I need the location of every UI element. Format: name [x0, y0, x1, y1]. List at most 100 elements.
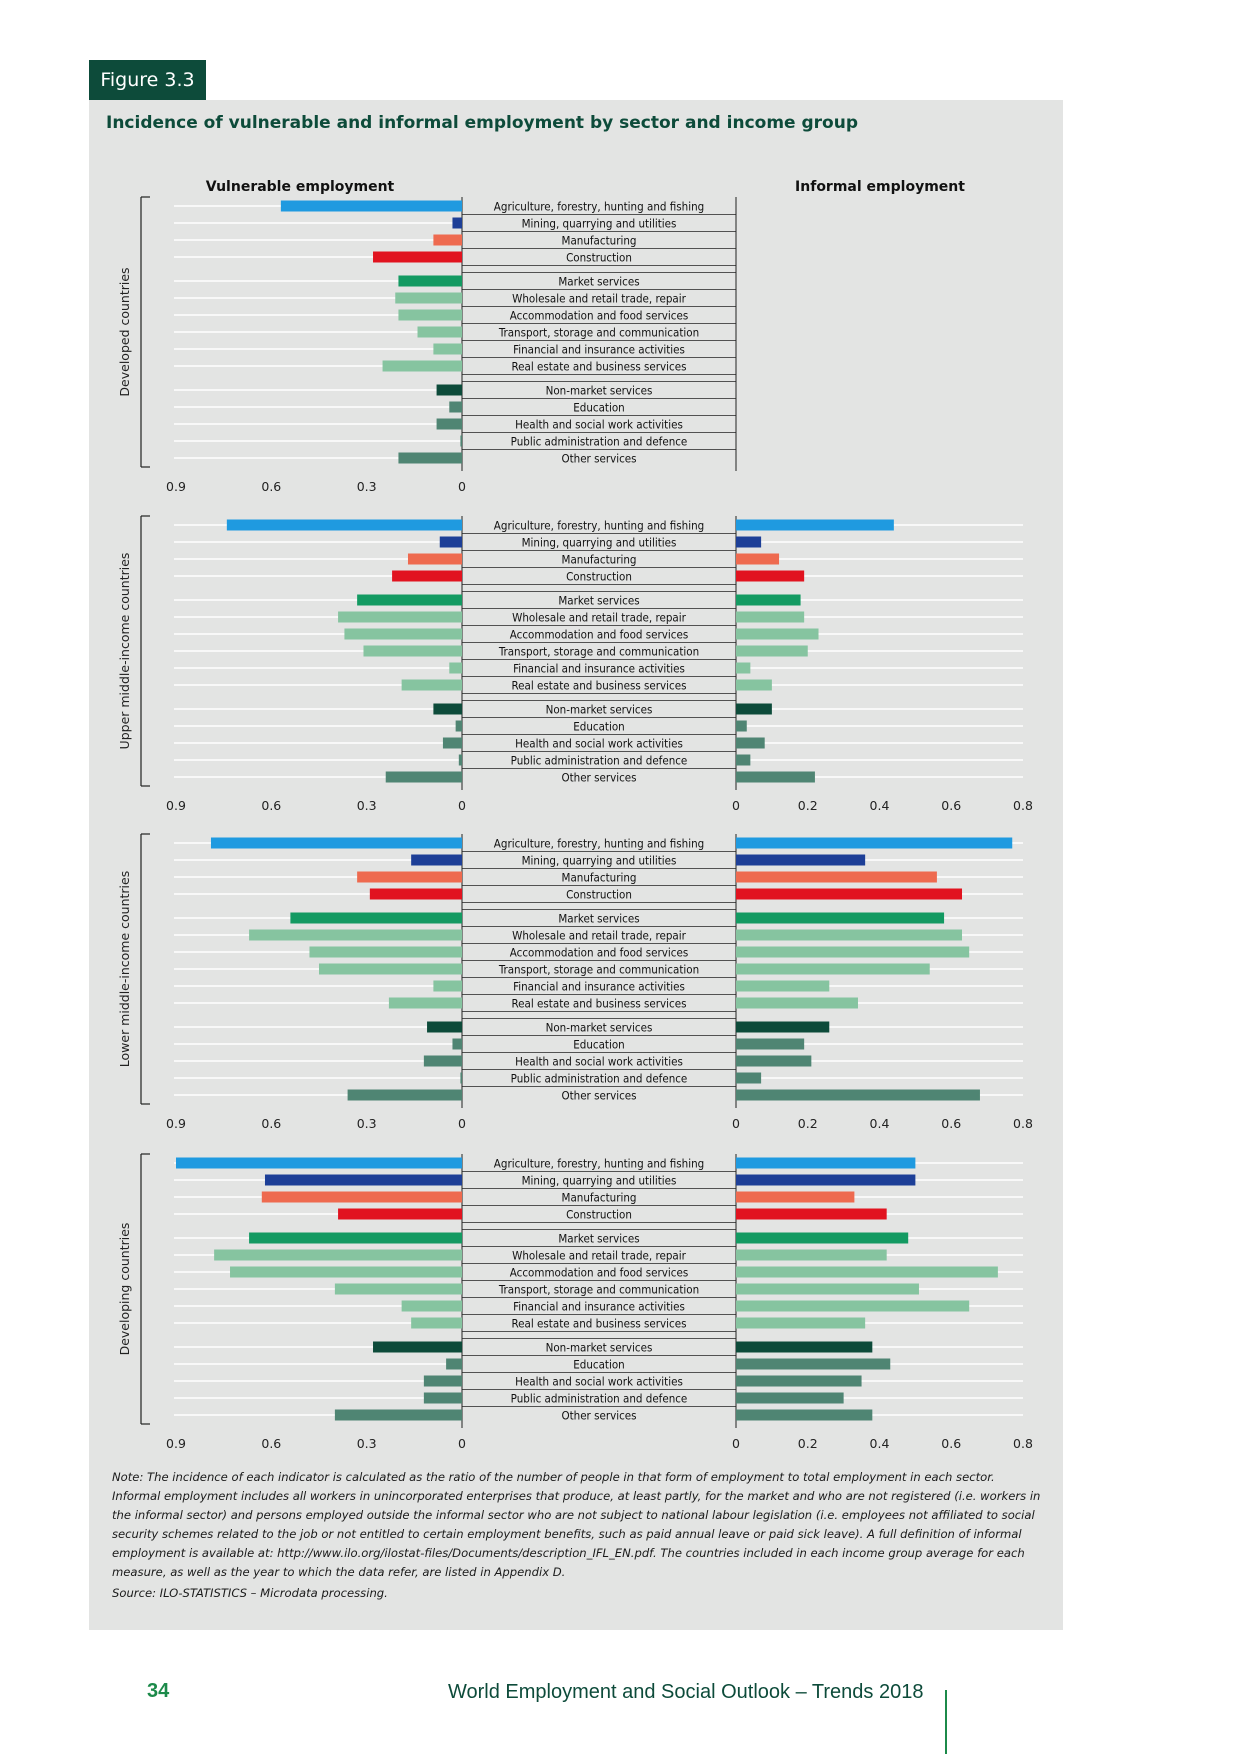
vulnerable-bar — [334, 1409, 462, 1421]
informal-bar — [736, 1300, 970, 1312]
category-label: Education — [573, 720, 625, 734]
vulnerable-bar — [176, 1157, 462, 1169]
informal-bar — [736, 1232, 909, 1244]
category-label: Wholesale and retail trade, repair — [512, 929, 686, 943]
vulnerable-bar — [449, 662, 462, 674]
informal-bar — [736, 771, 815, 783]
vulnerable-bar — [460, 1072, 462, 1084]
vulnerable-bar — [334, 1283, 462, 1295]
vulnerable-bar — [423, 1375, 462, 1387]
category-label: Accommodation and food services — [510, 946, 688, 960]
vulnerable-bar — [357, 871, 462, 883]
left-tick-label: 0.9 — [166, 1436, 186, 1451]
informal-bar — [736, 519, 894, 531]
category-label: Market services — [558, 1232, 639, 1246]
vulnerable-bar — [452, 1038, 462, 1050]
category-label: Agriculture, forestry, hunting and fishi… — [494, 200, 704, 214]
vulnerable-bar — [226, 519, 462, 531]
informal-bar — [736, 611, 805, 623]
right-tick-label: 0.6 — [941, 1116, 961, 1131]
left-tick-label: 0.6 — [261, 798, 281, 813]
right-tick-label: 0.8 — [1013, 798, 1033, 813]
vulnerable-bar — [423, 1055, 462, 1067]
informal-bar — [736, 912, 945, 924]
vulnerable-bar — [230, 1266, 462, 1278]
informal-bar — [736, 594, 801, 606]
vulnerable-bar — [382, 360, 462, 372]
category-label: Education — [573, 1038, 625, 1052]
vulnerable-bar — [455, 720, 462, 732]
left-header: Vulnerable employment — [206, 179, 395, 195]
vulnerable-bar — [449, 401, 462, 413]
category-label: Other services — [561, 1089, 636, 1103]
vulnerable-bar — [261, 1191, 462, 1203]
category-label: Transport, storage and communication — [498, 963, 699, 977]
vulnerable-bar — [347, 1089, 462, 1101]
informal-bar — [736, 1089, 980, 1101]
vulnerable-bar — [398, 452, 462, 464]
informal-bar — [736, 837, 1013, 849]
left-tick-label: 0 — [458, 479, 466, 494]
category-label: Transport, storage and communication — [498, 1283, 699, 1297]
category-label: Other services — [561, 771, 636, 785]
informal-bar — [736, 1317, 866, 1329]
informal-bar — [736, 1021, 830, 1033]
category-label: Manufacturing — [562, 871, 637, 885]
informal-bar — [736, 980, 830, 992]
category-label: Real estate and business services — [512, 1317, 687, 1331]
informal-bar — [736, 1392, 844, 1404]
informal-bar — [736, 1208, 887, 1220]
group-label: Upper middle-income countries — [117, 553, 132, 750]
category-label: Health and social work activities — [515, 1375, 683, 1389]
group-label: Lower middle-income countries — [117, 871, 132, 1067]
vulnerable-bar — [436, 418, 462, 430]
category-label: Market services — [558, 912, 639, 926]
category-label: Agriculture, forestry, hunting and fishi… — [494, 519, 704, 533]
vulnerable-bar — [411, 854, 462, 866]
category-label: Construction — [566, 1208, 632, 1222]
vulnerable-bar — [436, 384, 462, 396]
left-tick-label: 0 — [458, 1116, 466, 1131]
informal-bar — [736, 854, 866, 866]
figure-panel — [89, 100, 1063, 1630]
left-tick-label: 0 — [458, 798, 466, 813]
category-label: Financial and insurance activities — [513, 980, 685, 994]
informal-bar — [736, 1283, 919, 1295]
vulnerable-bar — [392, 570, 462, 582]
informal-bar — [736, 963, 930, 975]
category-label: Market services — [558, 275, 639, 289]
vulnerable-bar — [427, 1021, 462, 1033]
informal-bar — [736, 737, 765, 749]
informal-bar — [736, 720, 747, 732]
category-label: Non-market services — [546, 1341, 653, 1355]
vulnerable-bar — [309, 946, 462, 958]
right-tick-label: 0.2 — [798, 798, 818, 813]
vulnerable-bar — [442, 737, 462, 749]
left-tick-label: 0.9 — [166, 479, 186, 494]
vulnerable-bar — [357, 594, 462, 606]
figure-label: Figure 3.3 — [89, 60, 206, 100]
category-label: Financial and insurance activities — [513, 662, 685, 676]
vulnerable-bar — [249, 929, 462, 941]
vulnerable-bar — [338, 611, 462, 623]
vulnerable-bar — [290, 912, 462, 924]
vulnerable-bar — [433, 343, 462, 355]
vulnerable-bar — [388, 997, 462, 1009]
category-label: Market services — [558, 594, 639, 608]
informal-bar — [736, 1157, 916, 1169]
informal-bar — [736, 1375, 862, 1387]
vulnerable-bar — [401, 1300, 462, 1312]
figure-note: Note: The incidence of each indicator is… — [112, 1470, 1041, 1579]
category-label: Construction — [566, 888, 632, 902]
vulnerable-bar — [452, 217, 462, 229]
page-number: 34 — [147, 1680, 170, 1702]
informal-bar — [736, 628, 819, 640]
informal-bar — [736, 553, 780, 565]
category-label: Public administration and defence — [511, 1072, 688, 1086]
figure-title: Incidence of vulnerable and informal emp… — [106, 113, 858, 133]
vulnerable-bar — [249, 1232, 462, 1244]
category-label: Public administration and defence — [511, 1392, 688, 1406]
vulnerable-bar — [460, 435, 462, 447]
right-tick-label: 0 — [732, 1116, 740, 1131]
informal-bar — [736, 754, 751, 766]
